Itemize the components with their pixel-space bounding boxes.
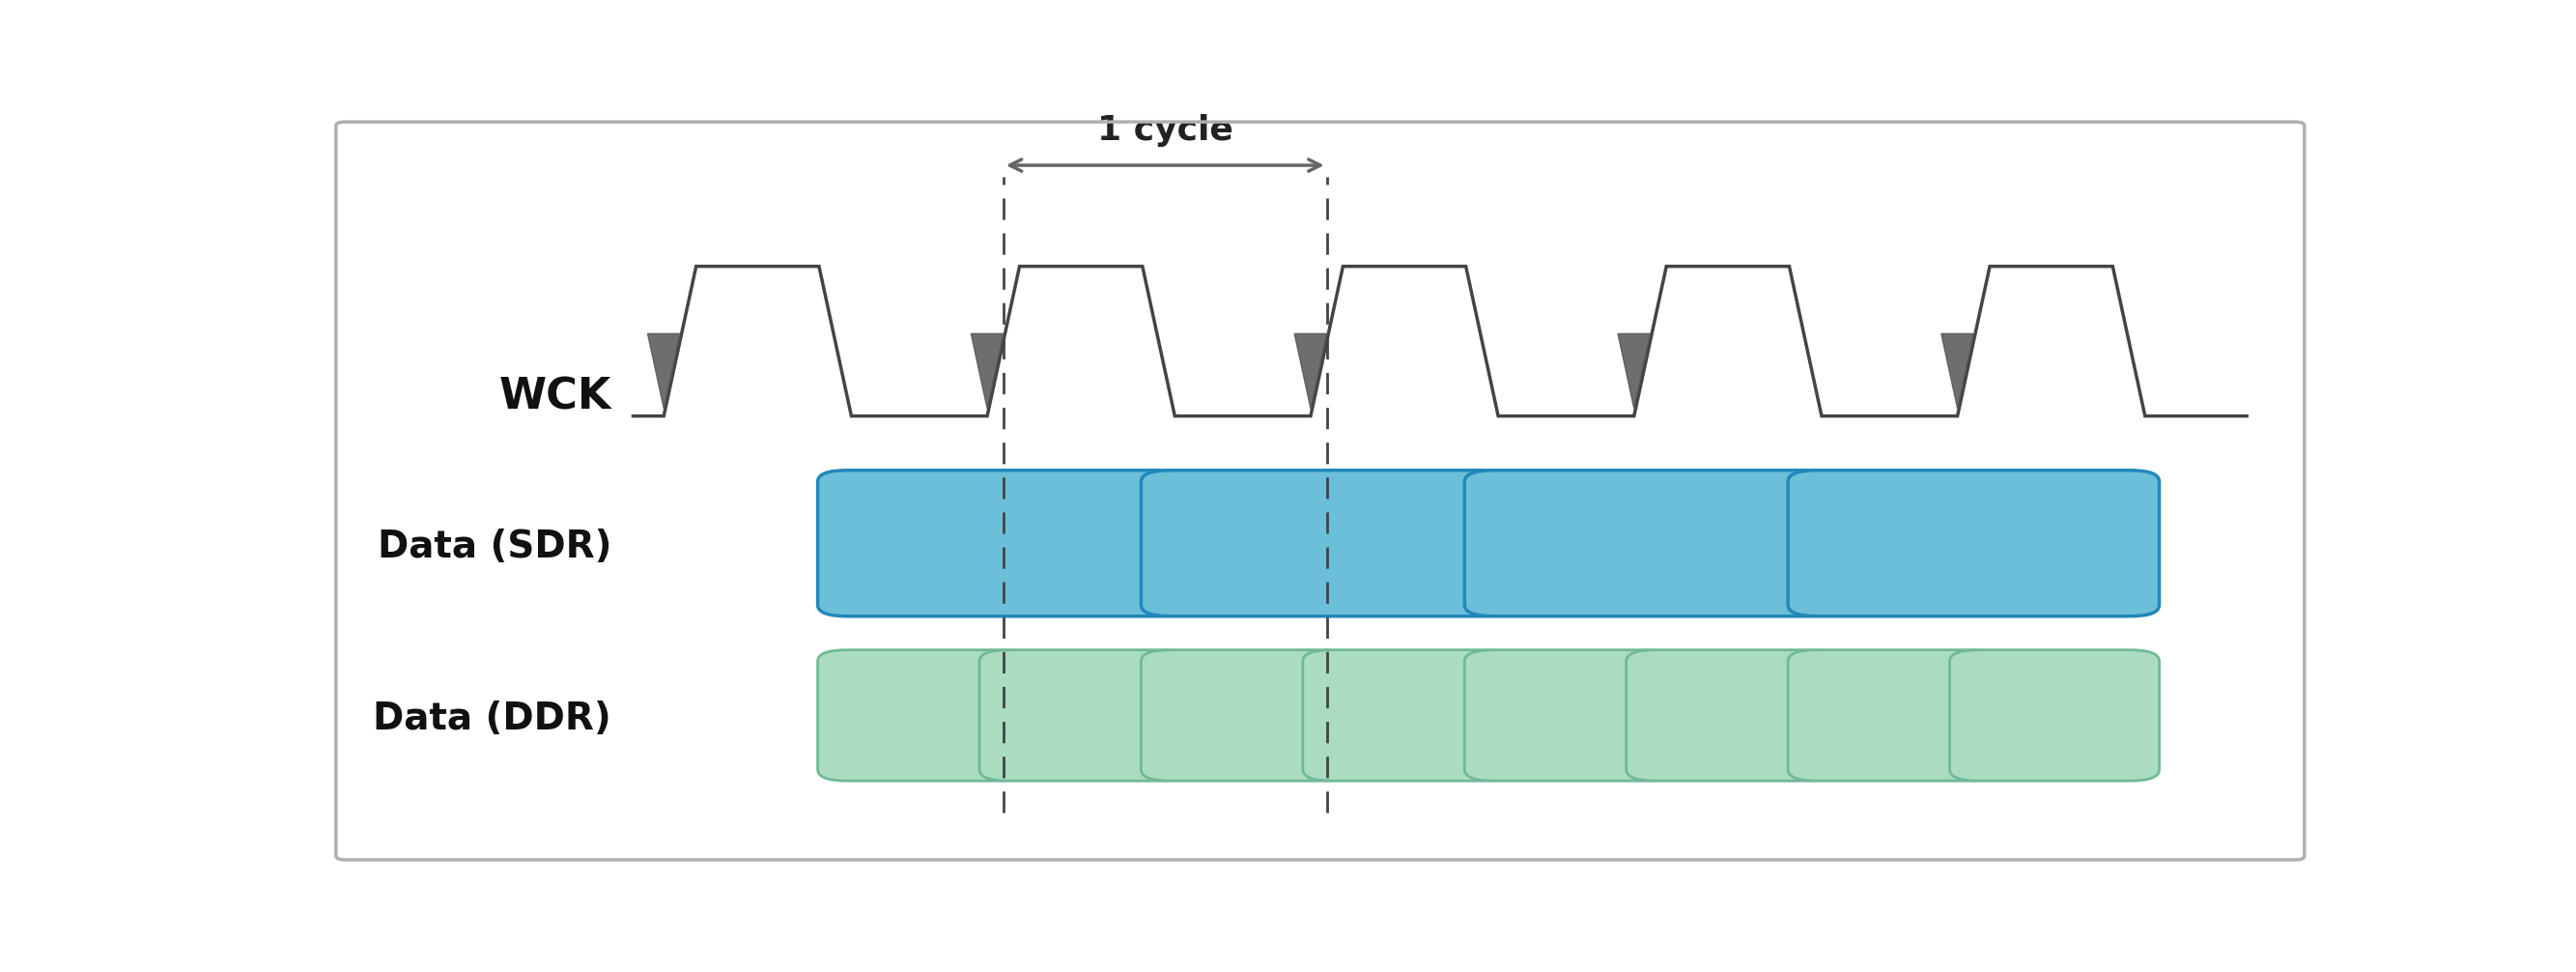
FancyBboxPatch shape — [1466, 470, 1837, 616]
Text: Data (SDR): Data (SDR) — [376, 529, 611, 566]
Polygon shape — [1296, 333, 1327, 408]
FancyBboxPatch shape — [1466, 650, 1674, 781]
FancyBboxPatch shape — [1788, 470, 2159, 616]
FancyBboxPatch shape — [979, 650, 1190, 781]
FancyBboxPatch shape — [1625, 650, 1837, 781]
Text: 1 cycle: 1 cycle — [1097, 114, 1234, 147]
FancyBboxPatch shape — [817, 650, 1028, 781]
FancyBboxPatch shape — [1141, 470, 1512, 616]
Polygon shape — [1618, 333, 1651, 408]
FancyBboxPatch shape — [1788, 650, 1996, 781]
Polygon shape — [647, 333, 680, 408]
FancyBboxPatch shape — [817, 470, 1190, 616]
FancyBboxPatch shape — [1141, 650, 1350, 781]
Text: Data (DDR): Data (DDR) — [374, 701, 611, 738]
Polygon shape — [1942, 333, 1973, 408]
Polygon shape — [971, 333, 1005, 408]
Text: WCK: WCK — [500, 376, 611, 418]
FancyBboxPatch shape — [1950, 650, 2159, 781]
FancyBboxPatch shape — [1303, 650, 1512, 781]
